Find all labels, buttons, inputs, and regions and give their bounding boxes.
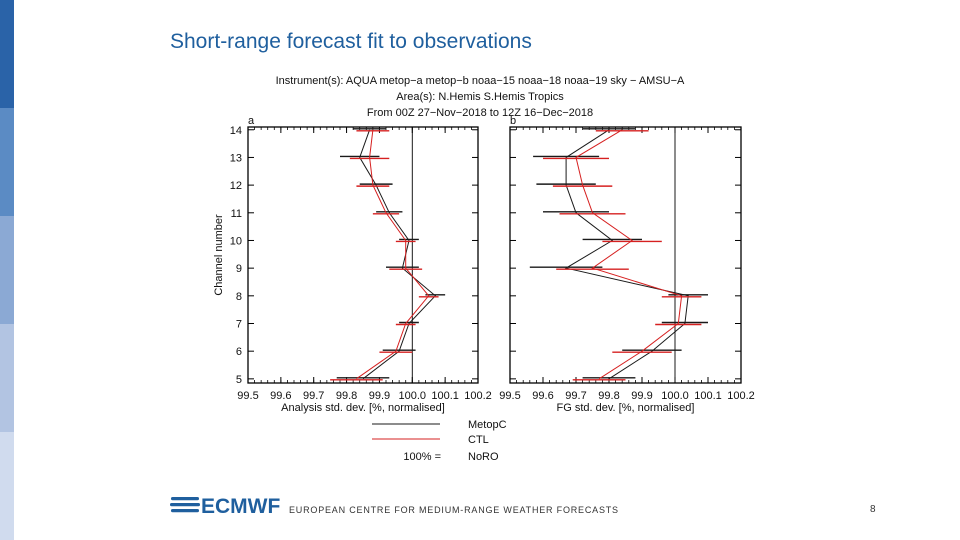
panel-b-xtick-label: 100.1 [694, 390, 722, 402]
panel-a-xtick-label: 99.9 [369, 390, 390, 402]
panel-b-xtick-label: 100.2 [727, 390, 755, 402]
panel-a-xtick-label: 99.7 [303, 390, 324, 402]
panel-a-xtick-label: 99.8 [336, 390, 357, 402]
panel-b-xtick-label: 99.5 [499, 390, 520, 402]
legend-reference-prefix: 100% = [403, 451, 441, 463]
sidebar-block-4 [0, 324, 14, 432]
legend-label-metopc: MetopC [468, 419, 507, 431]
panel-a-label: a [248, 115, 255, 127]
ytick-label: 5 [236, 374, 242, 386]
ytick-label: 8 [236, 291, 242, 303]
panel-b-xtick-label: 99.8 [598, 390, 619, 402]
ytick-label: 6 [236, 346, 242, 358]
panel-a-ctl-series-line [356, 129, 430, 380]
panel-b-ctl-series-line [575, 129, 683, 380]
ytick-label: 7 [236, 318, 242, 330]
panel-a-xlabel: Analysis std. dev. [%, normalised] [281, 402, 445, 414]
panel-a-xtick-label: 99.6 [270, 390, 291, 402]
chart-header-line-2: Area(s): N.Hemis S.Hemis Tropics [396, 91, 564, 103]
panel-a-xtick-label: 100.2 [464, 390, 492, 402]
panel-b-xtick-label: 99.7 [565, 390, 586, 402]
panel-a-xtick-label: 99.5 [237, 390, 258, 402]
legend-label-ctl: CTL [468, 434, 489, 446]
ytick-label: 12 [230, 180, 242, 192]
ylabel: Channel number [213, 214, 225, 296]
panel-a-frame [247, 126, 479, 384]
ytick-label: 9 [236, 263, 242, 275]
sidebar-block-2 [0, 108, 14, 216]
panel-a-xtick-label: 100.0 [399, 390, 427, 402]
panel-a-xtick-label: 100.1 [431, 390, 459, 402]
sidebar-block-3 [0, 216, 14, 324]
ytick-label: 11 [231, 208, 242, 220]
sidebar-color-bar [0, 0, 14, 540]
chart-header-line-3: From 00Z 27−Nov−2018 to 12Z 16−Dec−2018 [367, 107, 593, 119]
slide-title: Short-range forecast fit to observations [170, 30, 532, 53]
sidebar-block-5 [0, 432, 14, 540]
ytick-label: 13 [230, 152, 242, 164]
panel-b-xtick-label: 99.9 [631, 390, 652, 402]
legend-reference-name: NoRO [468, 451, 499, 463]
page-number: 8 [870, 504, 876, 515]
panel-b-label: b [510, 115, 516, 127]
ytick-label: 10 [230, 235, 242, 247]
ytick-label: 14 [230, 125, 242, 137]
panel-b-xlabel: FG std. dev. [%, normalised] [557, 402, 695, 414]
panel-b-xtick-label: 99.6 [532, 390, 553, 402]
sidebar-block-1 [0, 0, 14, 108]
ecmwf-logo-mark: ECMWF [170, 495, 280, 518]
logo-text: ECMWF [201, 495, 280, 518]
panel-b-metopc-series-line [564, 129, 689, 380]
panel-b-xtick-label: 100.0 [661, 390, 689, 402]
footer-org-name: EUROPEAN CENTRE FOR MEDIUM-RANGE WEATHER… [289, 505, 619, 515]
chart-header-line-1: Instrument(s): AQUA metop−a metop−b noaa… [276, 75, 685, 87]
panel-b-frame [509, 126, 742, 384]
ecmwf-logo: ECMWF [170, 492, 280, 523]
